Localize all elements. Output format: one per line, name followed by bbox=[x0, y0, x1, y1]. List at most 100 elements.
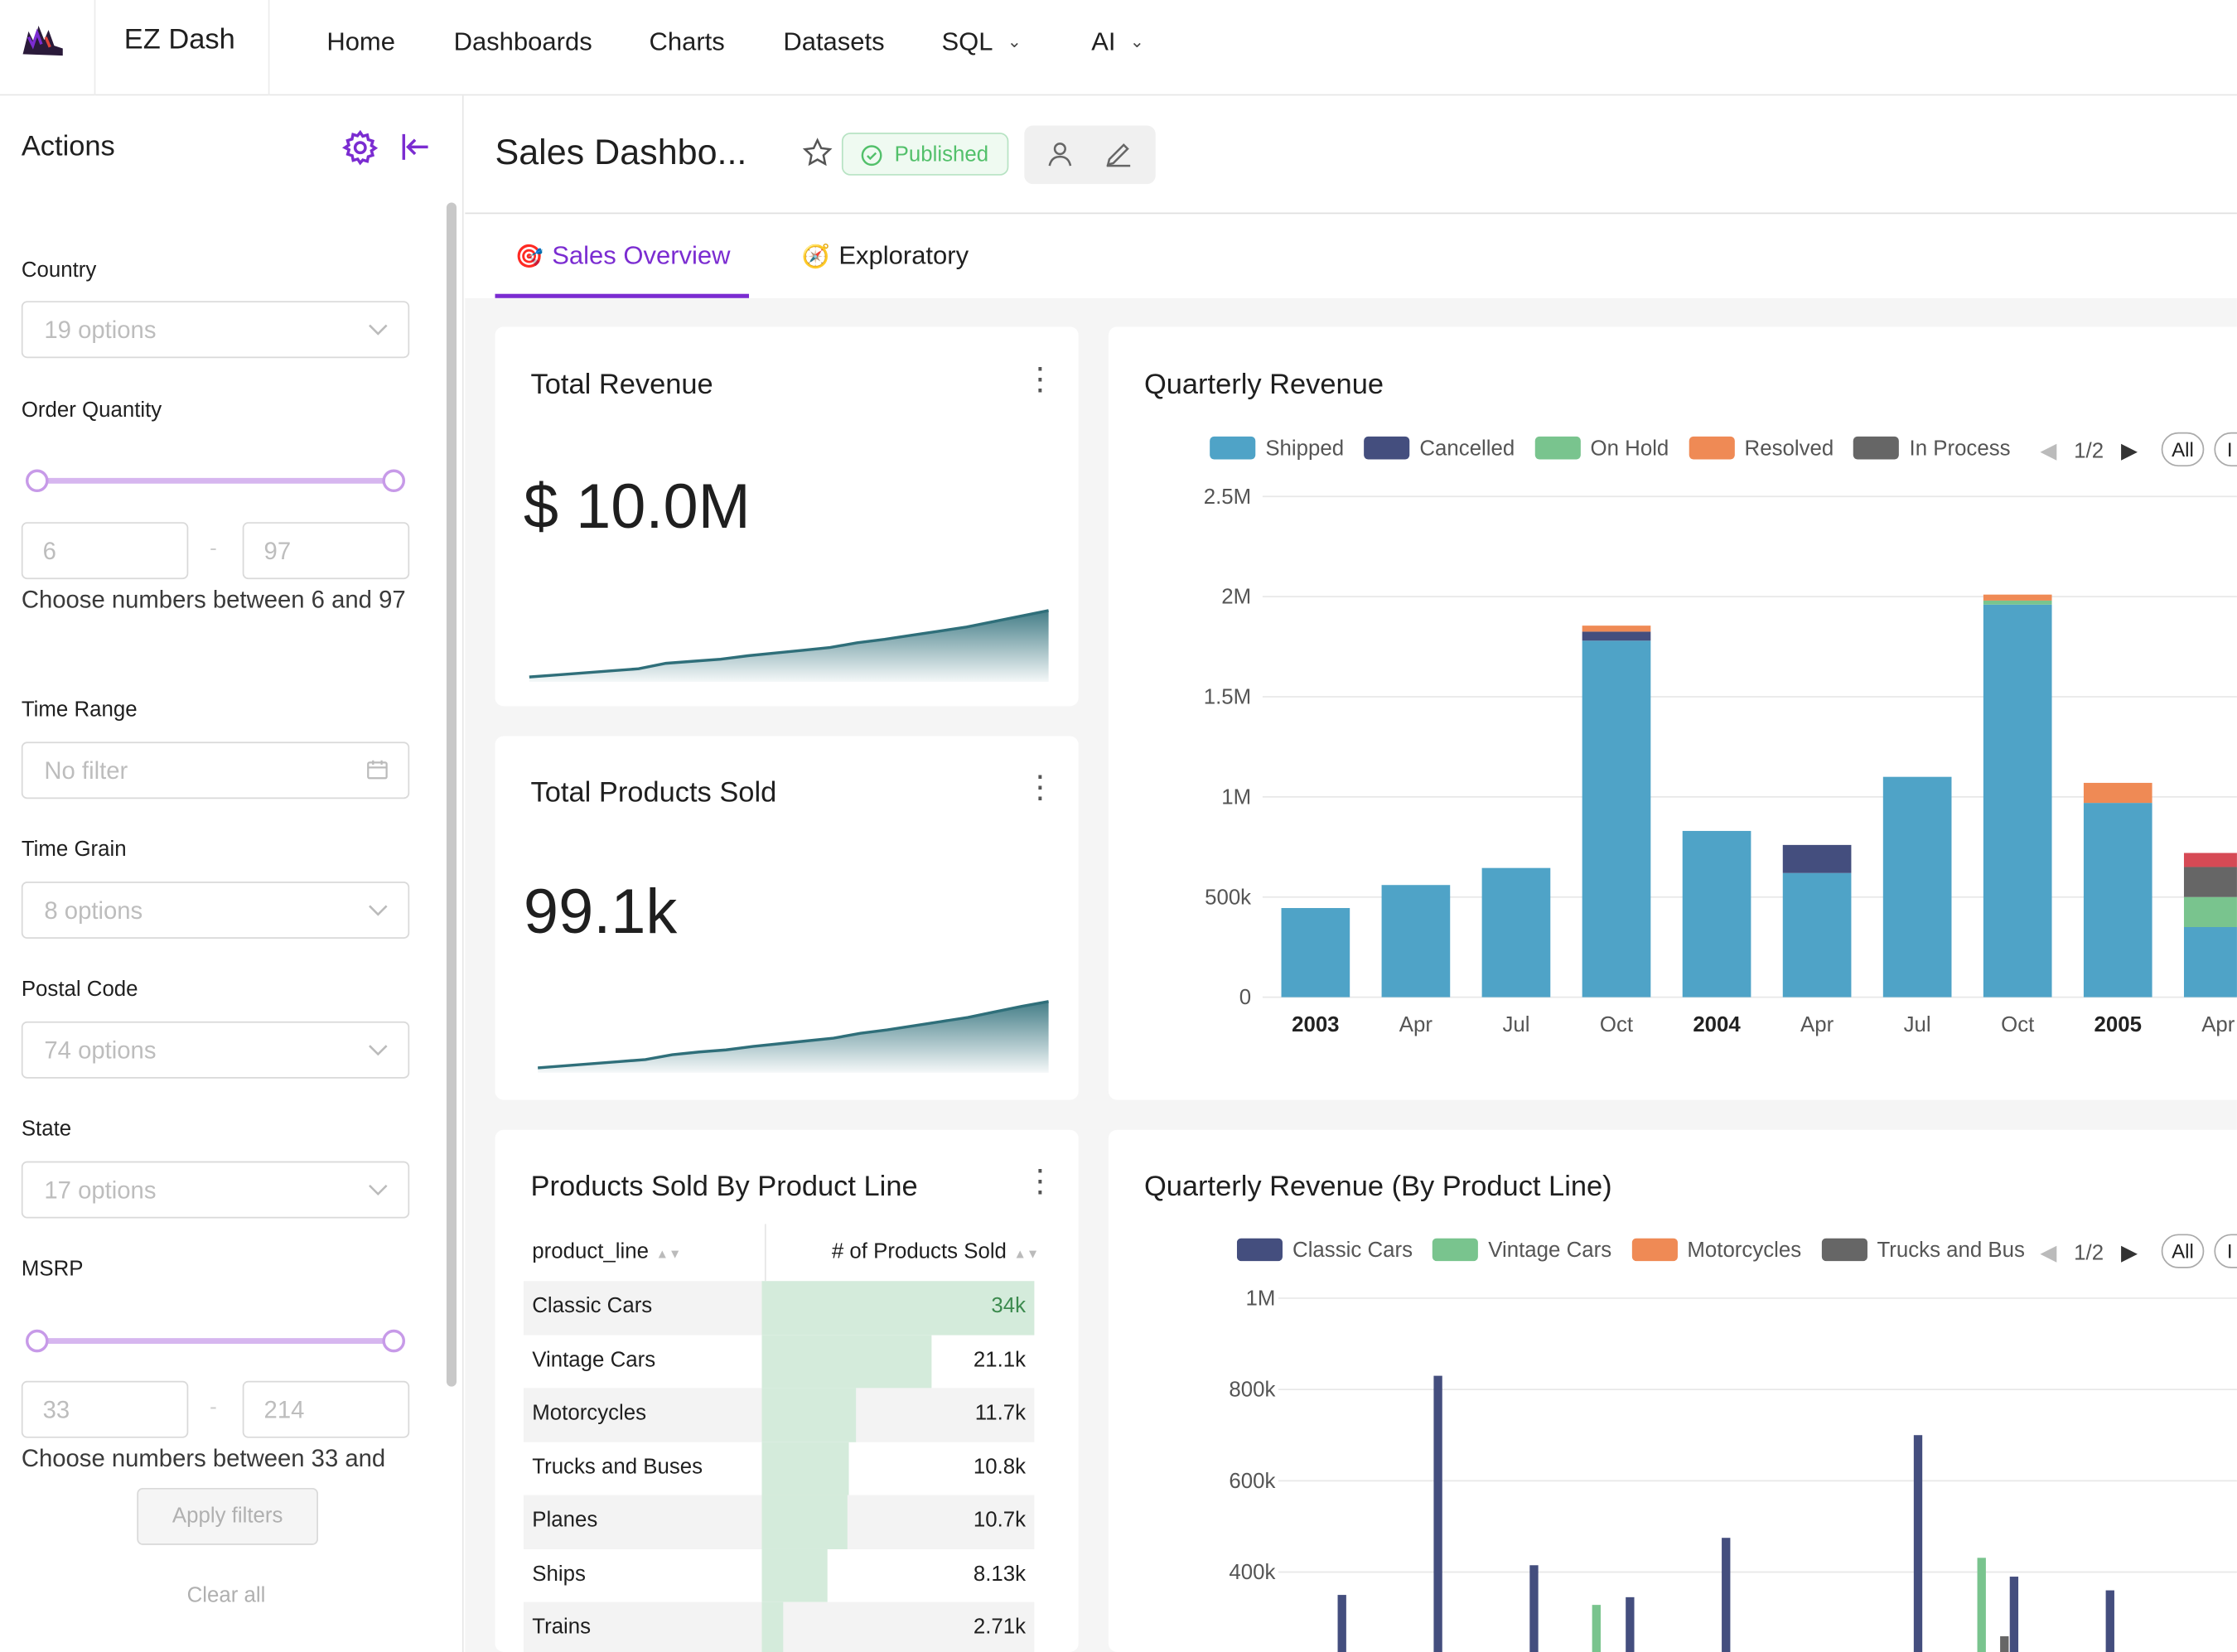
y-tick-label: 500k bbox=[1205, 886, 1251, 909]
legend-select-all-button[interactable]: All bbox=[2161, 432, 2205, 467]
quarterly-revenue-title: Quarterly Revenue bbox=[1143, 369, 1384, 401]
filter-label-order-quantity: Order Quantity bbox=[21, 398, 162, 423]
bar-segment bbox=[1782, 872, 1852, 997]
products-sold-cell: 34k bbox=[991, 1293, 1027, 1319]
order-quantity-max-input[interactable]: 97 bbox=[242, 522, 410, 580]
more-menu-icon[interactable]: ⋮ bbox=[1024, 771, 1056, 803]
msrp-max-handle[interactable] bbox=[382, 1329, 406, 1353]
legend-next-icon[interactable]: ▶ bbox=[2121, 1241, 2138, 1266]
legend-item[interactable]: Shipped bbox=[1210, 436, 1344, 461]
legend-swatch bbox=[1236, 1238, 1283, 1262]
more-menu-icon[interactable]: ⋮ bbox=[1024, 363, 1056, 394]
user-icon[interactable] bbox=[1044, 138, 1075, 170]
chevron-down-icon bbox=[368, 1180, 388, 1207]
order-quantity-max-handle[interactable] bbox=[382, 469, 406, 493]
table-row[interactable]: Trucks and Buses 10.8k bbox=[523, 1441, 1035, 1495]
product-line-cell: Ships bbox=[532, 1561, 586, 1586]
value-bar bbox=[761, 1601, 784, 1652]
more-menu-icon[interactable]: ⋮ bbox=[1024, 1165, 1056, 1196]
gear-icon[interactable] bbox=[341, 128, 379, 167]
legend-item[interactable]: Resolved bbox=[1689, 436, 1834, 461]
y-tick-label: 800k bbox=[1229, 1379, 1275, 1402]
postal-code-select[interactable]: 74 options bbox=[21, 1021, 410, 1079]
collapse-sidebar-icon[interactable] bbox=[399, 131, 431, 162]
nav-dashboards[interactable]: Dashboards bbox=[453, 27, 592, 56]
total-revenue-sparkline bbox=[529, 609, 1049, 683]
column-header-products-sold[interactable]: # of Products Sold ▲▼ bbox=[832, 1239, 1039, 1263]
apply-filters-button[interactable]: Apply filters bbox=[137, 1487, 318, 1545]
msrp-min-input[interactable]: 33 bbox=[21, 1380, 189, 1438]
bar-segment bbox=[2183, 926, 2237, 997]
y-tick-label: 2M bbox=[1221, 586, 1251, 609]
table-row[interactable]: Vintage Cars 21.1k bbox=[523, 1334, 1035, 1389]
legend-invert-button[interactable]: I bbox=[2214, 1234, 2237, 1268]
tab-exploratory[interactable]: 🧭 Exploratory bbox=[802, 241, 969, 271]
legend-select-all-button[interactable]: All bbox=[2161, 1234, 2205, 1268]
tab-sales-overview[interactable]: 🎯 Sales Overview bbox=[515, 241, 731, 271]
clear-all-button[interactable]: Clear all bbox=[186, 1583, 266, 1608]
table-row[interactable]: Classic Cars 34k bbox=[523, 1281, 1035, 1335]
bar bbox=[1529, 1565, 1539, 1652]
header-divider bbox=[465, 212, 2237, 215]
legend-item[interactable]: Trucks and Bus bbox=[1821, 1238, 2024, 1263]
msrp-max-value: 214 bbox=[263, 1396, 305, 1424]
legend-item[interactable]: Cancelled bbox=[1364, 436, 1515, 461]
country-select[interactable]: 19 options bbox=[21, 301, 410, 359]
bar-segment bbox=[2083, 782, 2152, 804]
y-tick-label: 1M bbox=[1221, 785, 1251, 809]
nav-charts[interactable]: Charts bbox=[649, 27, 725, 56]
legend-item[interactable]: Motorcycles bbox=[1631, 1238, 1801, 1263]
bar-segment bbox=[1782, 844, 1852, 873]
sparkline-line bbox=[538, 1000, 1049, 1070]
legend-item[interactable]: In Process bbox=[1853, 436, 2011, 461]
table-row[interactable]: Planes 10.7k bbox=[523, 1495, 1035, 1549]
dashboard-title[interactable]: Sales Dashbo... bbox=[495, 133, 747, 173]
filter-label-time-grain: Time Grain bbox=[21, 837, 127, 862]
legend-label: Resolved bbox=[1744, 436, 1834, 461]
x-tick-label: Jul bbox=[1904, 1013, 1931, 1036]
nav-sql-menu[interactable]: SQL ⌄ bbox=[941, 27, 1022, 57]
legend-prev-icon[interactable]: ◀ bbox=[2040, 1241, 2057, 1266]
msrp-min-handle[interactable] bbox=[25, 1329, 49, 1353]
bar-segment bbox=[1281, 908, 1350, 997]
msrp-max-input[interactable]: 214 bbox=[242, 1380, 410, 1438]
sidebar-scrollbar[interactable] bbox=[446, 202, 457, 1387]
products-sold-cell: 11.7k bbox=[974, 1400, 1027, 1426]
chevron-down-icon bbox=[368, 320, 388, 347]
nav-home[interactable]: Home bbox=[326, 27, 395, 56]
legend-item[interactable]: Classic Cars bbox=[1236, 1238, 1413, 1263]
bar bbox=[1913, 1435, 1923, 1652]
nav-ai-menu[interactable]: AI ⌄ bbox=[1091, 27, 1144, 57]
x-tick-label: Apr bbox=[2201, 1013, 2235, 1036]
edit-pencil-icon[interactable] bbox=[1103, 138, 1134, 170]
column-header-product-line[interactable]: product_line ▲▼ bbox=[532, 1239, 681, 1263]
total-revenue-value: $ 10.0M bbox=[523, 471, 751, 543]
star-icon[interactable] bbox=[802, 137, 833, 168]
legend-pager: ◀ 1/2 ▶ bbox=[2040, 438, 2138, 464]
order-quantity-min-input[interactable]: 6 bbox=[21, 522, 189, 580]
filter-label-state: State bbox=[21, 1117, 72, 1142]
msrp-slider-track[interactable] bbox=[34, 1338, 394, 1345]
legend-invert-button[interactable]: I bbox=[2214, 432, 2237, 467]
bar bbox=[1626, 1596, 1635, 1652]
table-row[interactable]: Trains 2.71k bbox=[523, 1601, 1035, 1652]
state-select[interactable]: 17 options bbox=[21, 1161, 410, 1219]
sparkline-area bbox=[529, 610, 1049, 683]
nav-datasets[interactable]: Datasets bbox=[783, 27, 885, 56]
legend-item[interactable]: On Hold bbox=[1534, 436, 1669, 461]
order-quantity-slider-track[interactable] bbox=[34, 477, 394, 484]
time-grain-select[interactable]: 8 options bbox=[21, 882, 410, 940]
order-quantity-min-handle[interactable] bbox=[25, 469, 49, 493]
time-range-picker[interactable]: No filter bbox=[21, 741, 410, 799]
tab-sales-overview-label: Sales Overview bbox=[552, 241, 731, 270]
legend-item[interactable]: Vintage Cars bbox=[1433, 1238, 1611, 1263]
bar-segment bbox=[1983, 594, 2052, 601]
table-row[interactable]: Motorcycles 11.7k bbox=[523, 1388, 1035, 1442]
state-placeholder: 17 options bbox=[44, 1176, 157, 1205]
legend-prev-icon[interactable]: ◀ bbox=[2040, 439, 2057, 464]
table-row[interactable]: Ships 8.13k bbox=[523, 1548, 1035, 1602]
legend-next-icon[interactable]: ▶ bbox=[2121, 439, 2138, 464]
app-logo-icon[interactable] bbox=[20, 20, 65, 60]
x-tick-label: 2003 bbox=[1292, 1013, 1339, 1036]
app-title[interactable]: EZ Dash bbox=[123, 24, 235, 56]
